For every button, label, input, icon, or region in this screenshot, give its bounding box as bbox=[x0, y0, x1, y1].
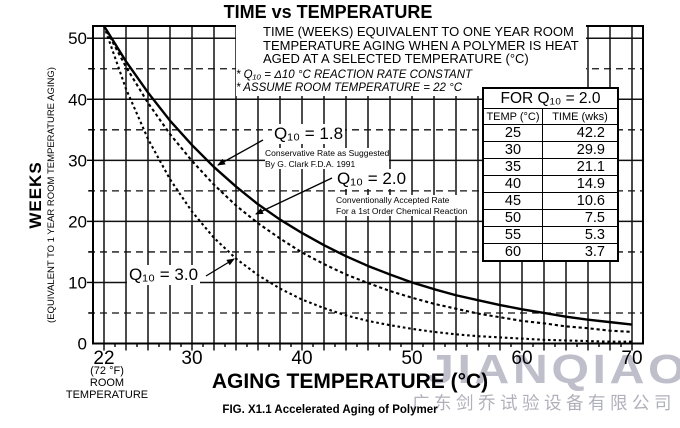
y-tick-label: 20 bbox=[68, 212, 87, 231]
annotation-block: TIME (WEEKS) EQUIVALENT TO ONE YEAR ROOM… bbox=[236, 25, 586, 96]
curve-label-arrow bbox=[205, 258, 235, 277]
reference-table-row: 45 10.6 bbox=[482, 192, 619, 210]
y-tick-label: 50 bbox=[68, 29, 87, 48]
curve-label-arrow bbox=[217, 139, 264, 166]
watermark-cjk: 广东剑乔试验设备有限公司 bbox=[412, 393, 676, 413]
cell-time: 7.5 bbox=[542, 209, 619, 227]
x-tick-label: 22 bbox=[93, 348, 114, 369]
cell-time: 42.2 bbox=[542, 124, 619, 142]
reference-table-row: 60 3.7 bbox=[482, 243, 619, 262]
curve-101.8 bbox=[102, 25, 633, 326]
watermark-latin: JIANQIAO bbox=[427, 346, 680, 392]
curve-label-q20: Q₁₀ = 2.0 bbox=[335, 169, 409, 189]
curve-103.0 bbox=[103, 25, 632, 343]
y-axis-subtitle: (EQUIVALENT TO 1 YEAR ROOM TEMPERATURE A… bbox=[46, 67, 57, 323]
curve-note-q18: Conservative Rate as Suggested By G. Cla… bbox=[265, 148, 390, 170]
annotation-heading: TIME (WEEKS) EQUIVALENT TO ONE YEAR ROOM… bbox=[263, 24, 579, 66]
reference-table: FOR Q₁₀ = 2.0 TEMP (°C) TIME (wks) 25 42.… bbox=[482, 87, 619, 262]
x-tick-label: 40 bbox=[291, 348, 312, 369]
cell-time: 10.6 bbox=[542, 192, 619, 210]
figure-caption: FIG. X1.1 Accelerated Aging of Polymer bbox=[222, 404, 438, 416]
cell-temp: 45 bbox=[482, 192, 543, 210]
cell-temp: 30 bbox=[482, 141, 543, 159]
y-axis-title: WEEKS bbox=[26, 161, 45, 229]
x-tick-label: 60 bbox=[511, 348, 532, 369]
cell-temp: 55 bbox=[482, 226, 543, 244]
reference-table-row: 40 14.9 bbox=[482, 175, 619, 193]
reference-table-row: 50 7.5 bbox=[482, 209, 619, 227]
reference-table-title: FOR Q₁₀ = 2.0 bbox=[482, 87, 619, 109]
y-tick-label: 40 bbox=[68, 90, 87, 109]
column-header-temp: TEMP (°C) bbox=[482, 108, 543, 125]
cell-time: 21.1 bbox=[542, 158, 619, 176]
reference-table-row: 55 5.3 bbox=[482, 226, 619, 244]
reference-table-body: 25 42.2 30 29.9 35 21.1 40 14.9 45 10.6 50 7.5 55 5.3… bbox=[482, 124, 619, 262]
x-axis-title: AGING TEMPERATURE (°C) bbox=[211, 370, 489, 393]
cell-temp: 40 bbox=[482, 175, 543, 193]
column-header-time: TIME (wks) bbox=[542, 108, 619, 125]
cell-temp: 35 bbox=[482, 158, 543, 176]
curve-label-q30: Q₁₀ = 3.0 bbox=[127, 265, 201, 285]
annotation-notes: * Q₁₀ = Δ10 °C REACTION RATE CONSTANT * … bbox=[236, 68, 473, 95]
x-tick-label: 30 bbox=[181, 348, 202, 369]
curve-label-arrow bbox=[255, 177, 333, 215]
chart-title: TIME vs TEMPERATURE bbox=[223, 2, 433, 22]
cell-time: 3.7 bbox=[542, 243, 619, 262]
curve-label-q18: Q₁₀ = 1.8 bbox=[272, 124, 346, 144]
reference-table-column-row: TEMP (°C) TIME (wks) bbox=[482, 108, 619, 125]
y-tick-label: 0 bbox=[78, 335, 87, 354]
cell-temp: 25 bbox=[482, 124, 543, 142]
cell-time: 5.3 bbox=[542, 226, 619, 244]
reference-table-head: FOR Q₁₀ = 2.0 TEMP (°C) TIME (wks) bbox=[482, 87, 619, 125]
x-tick-label: 50 bbox=[401, 348, 422, 369]
y-tick-label: 30 bbox=[68, 151, 87, 170]
reference-table-row: 35 21.1 bbox=[482, 158, 619, 176]
curve-note-q20: Conventionally Accepted Rate For a 1st O… bbox=[336, 195, 468, 217]
reference-table-row: 25 42.2 bbox=[482, 124, 619, 142]
y-tick-label: 10 bbox=[68, 273, 87, 292]
room-temperature-note: (72 °F) ROOM TEMPERATURE bbox=[65, 365, 149, 401]
curve-102.0 bbox=[103, 25, 633, 333]
cell-time: 29.9 bbox=[542, 141, 619, 159]
reference-table-row: 30 29.9 bbox=[482, 141, 619, 159]
cell-time: 14.9 bbox=[542, 175, 619, 193]
x-tick-label: 70 bbox=[621, 348, 642, 369]
cell-temp: 50 bbox=[482, 209, 543, 227]
reference-table-title-row: FOR Q₁₀ = 2.0 bbox=[482, 87, 619, 109]
cell-temp: 60 bbox=[482, 243, 543, 262]
